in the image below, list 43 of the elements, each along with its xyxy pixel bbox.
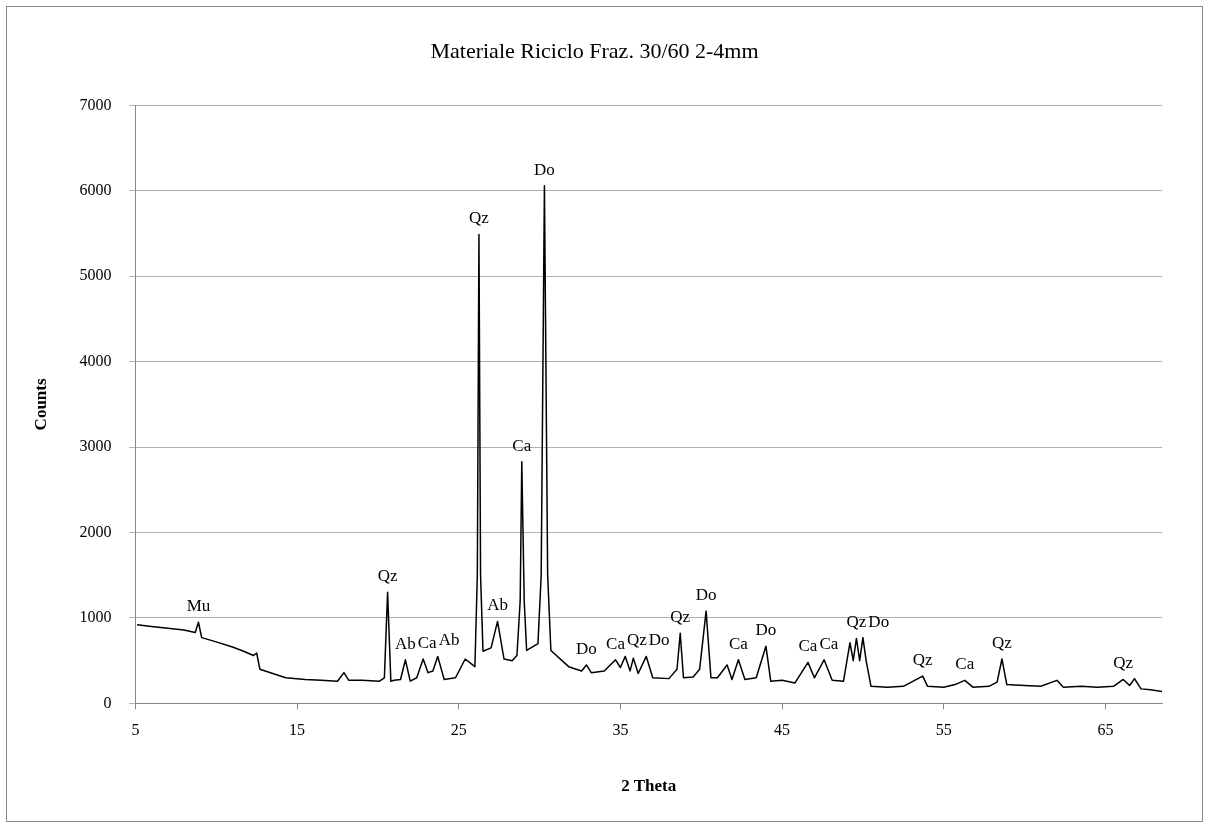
chart-title: Materiale Riciclo Fraz. 30/60 2-4mm xyxy=(430,37,759,63)
annotation: Qz xyxy=(670,607,691,627)
y-tick-label: 5000 xyxy=(79,266,112,284)
annotation: Qz xyxy=(912,650,934,670)
x-tick-label: 35 xyxy=(612,721,629,739)
annotation: Qz xyxy=(1113,653,1134,673)
annotation: Ca xyxy=(955,654,975,674)
annotation: Do xyxy=(648,630,670,650)
annotation: Do xyxy=(695,585,717,605)
annotation: Qz xyxy=(469,208,490,228)
y-tick-label: 6000 xyxy=(79,181,112,199)
x-tick-label: 65 xyxy=(1097,721,1114,739)
y-tick-label: 0 xyxy=(103,693,112,711)
annotation: Ab xyxy=(487,595,508,615)
annotation: Mu xyxy=(186,596,211,616)
annotation: Qz xyxy=(377,566,398,586)
annotation: Ca xyxy=(606,633,626,653)
y-tick-label: 2000 xyxy=(79,522,112,540)
annotation: Do xyxy=(576,638,597,658)
y-tick-label: 4000 xyxy=(79,351,112,369)
y-tick-label: 1000 xyxy=(79,608,112,626)
annotation: Ca xyxy=(819,633,839,653)
x-tick-label: 55 xyxy=(935,721,952,739)
annotation: Qz xyxy=(627,630,648,650)
annotation: Ab xyxy=(395,633,416,653)
annotation: Ca xyxy=(798,636,818,656)
y-tick-label: 3000 xyxy=(79,437,112,455)
annotation: Ca xyxy=(512,435,532,455)
y-tick-label: 7000 xyxy=(79,95,112,113)
x-tick-label: 25 xyxy=(450,721,467,739)
annotation: Do xyxy=(755,620,777,640)
x-tick-label: 5 xyxy=(131,721,140,739)
x-tick-label: 15 xyxy=(289,721,306,739)
x-axis-title: 2 Theta xyxy=(621,776,677,796)
y-axis-title: Counts xyxy=(30,378,50,431)
annotation: Do xyxy=(868,611,890,631)
annotation: Do xyxy=(534,159,555,179)
annotation: Ca xyxy=(728,633,749,653)
annotation: Ca xyxy=(417,632,438,652)
annotation: Qz xyxy=(846,612,867,632)
x-tick-label: 45 xyxy=(774,721,791,739)
annotation: Ab xyxy=(438,630,460,650)
annotation: Qz xyxy=(992,632,1013,652)
